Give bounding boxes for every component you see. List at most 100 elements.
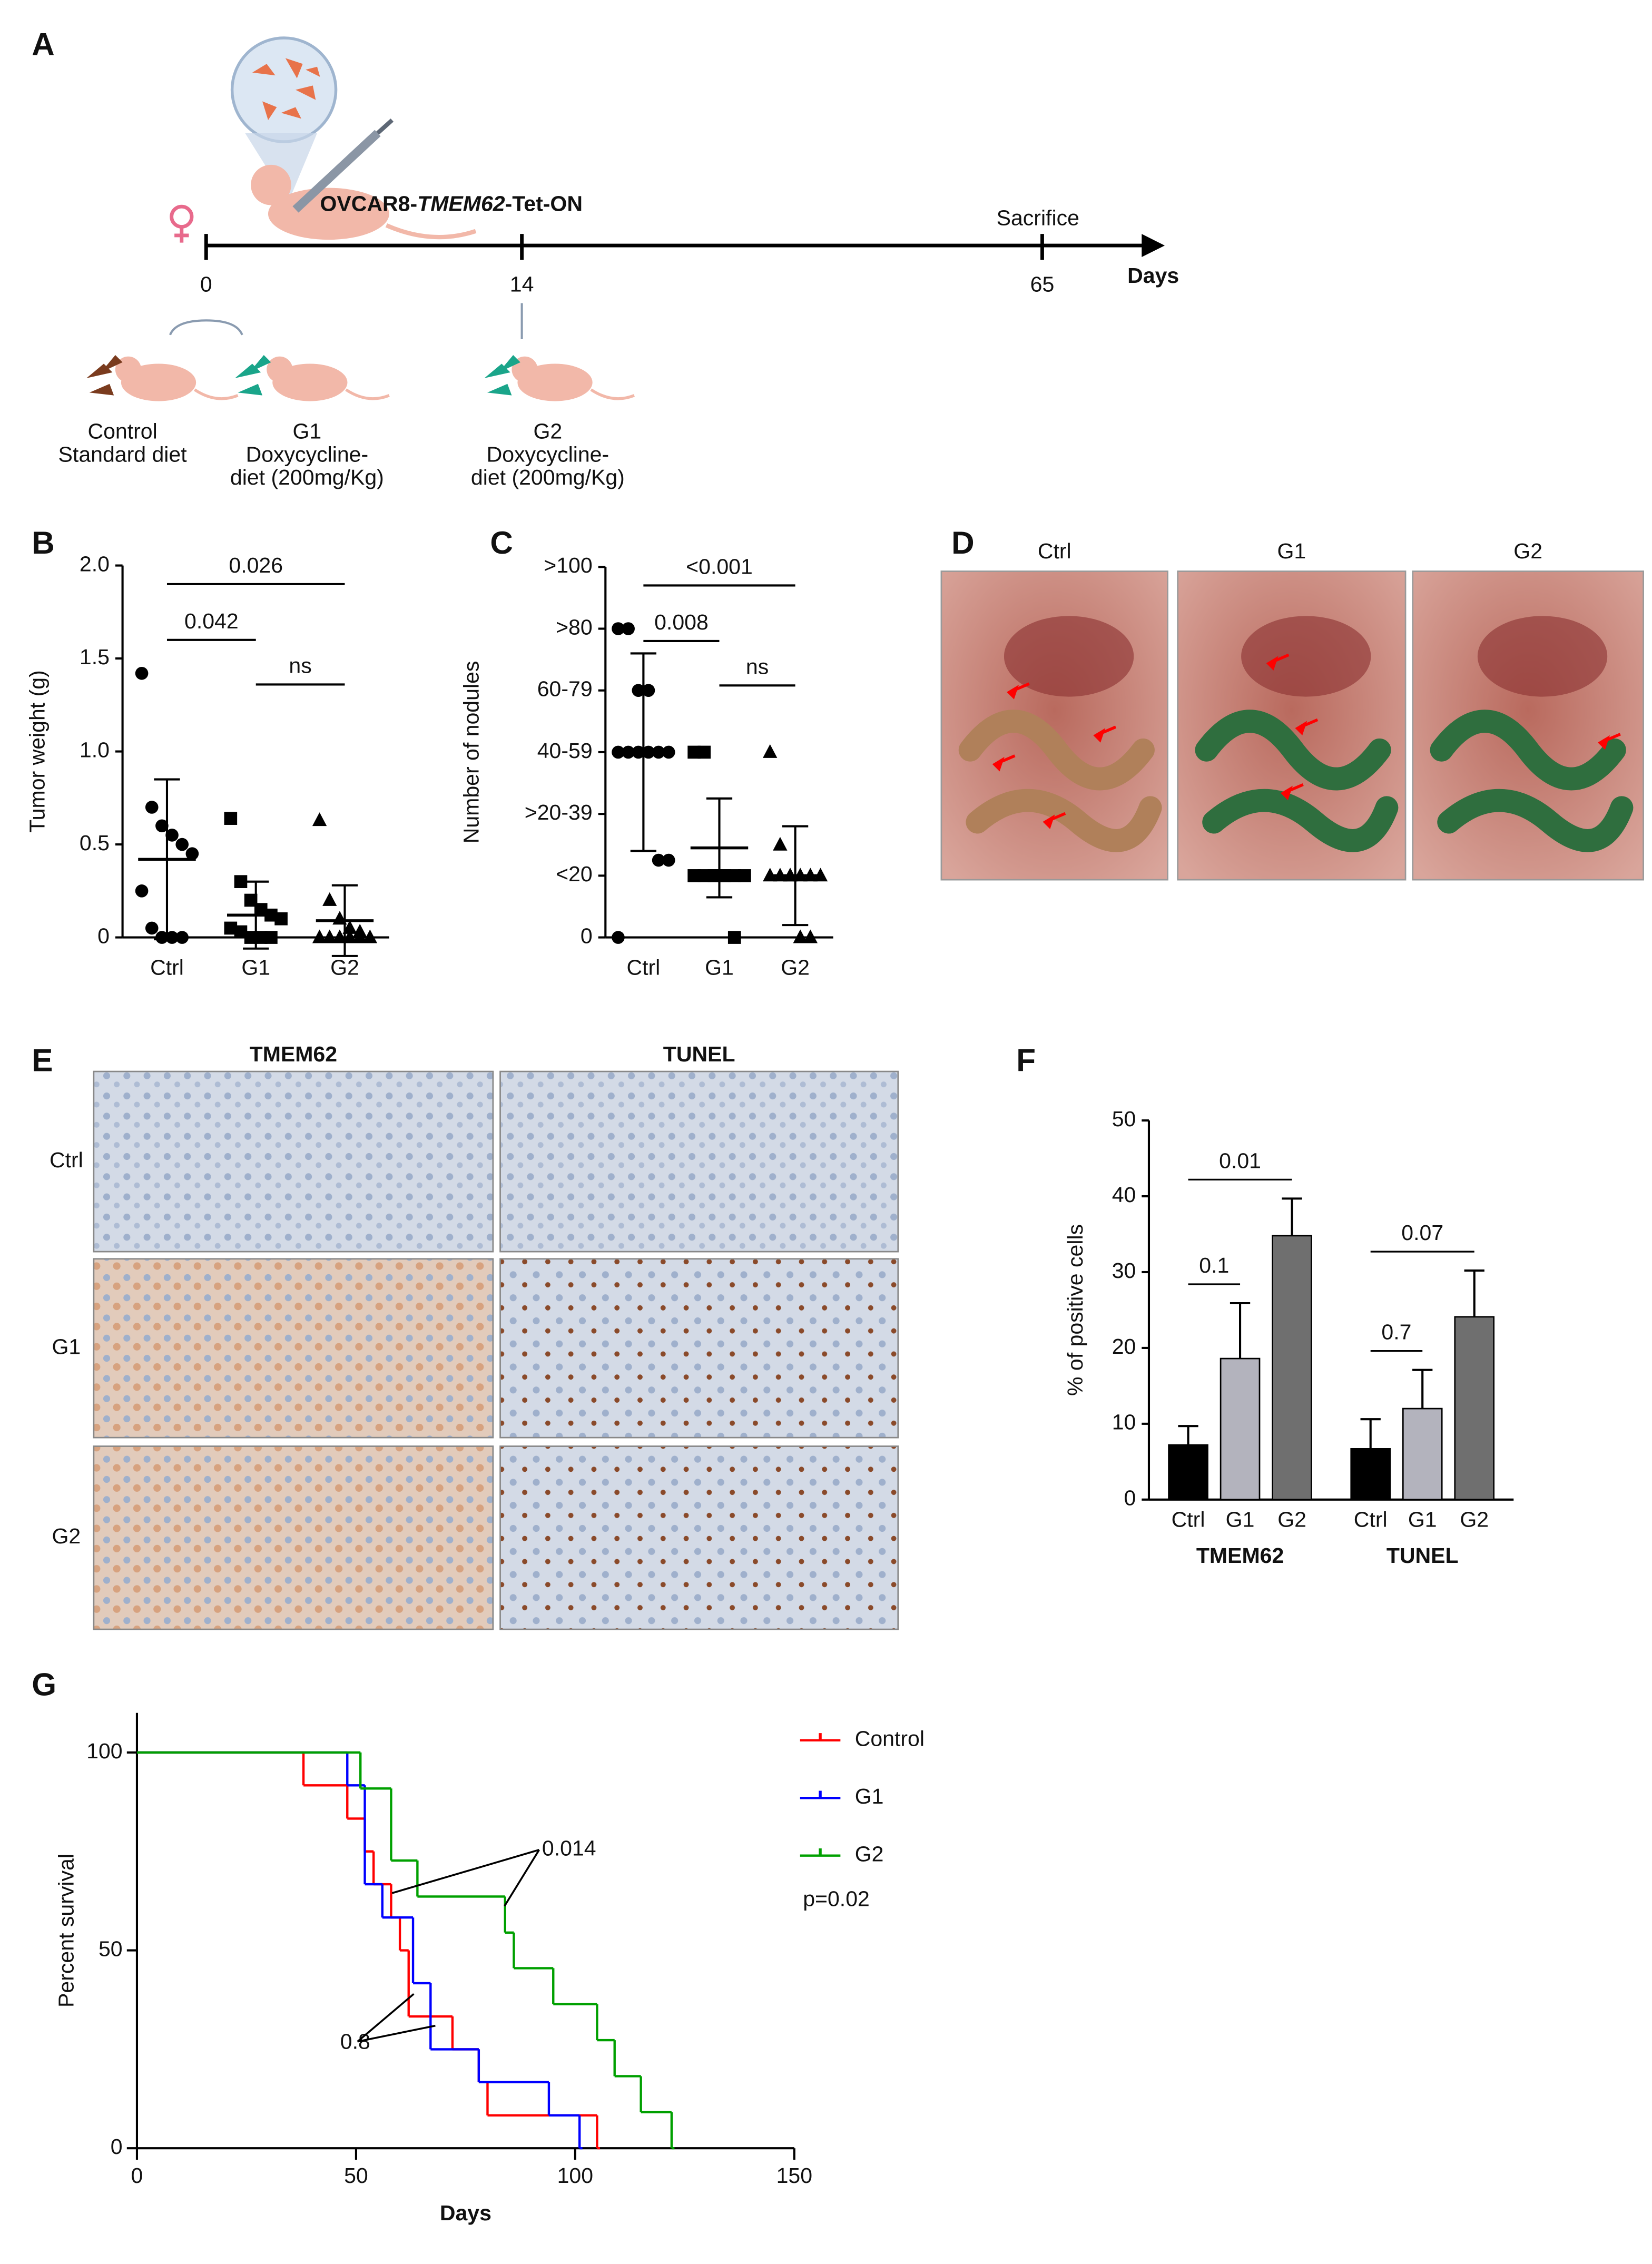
x-axis-label: Days bbox=[440, 2201, 491, 2225]
point bbox=[322, 929, 337, 943]
comparison-label: ns bbox=[746, 654, 769, 678]
syringe bbox=[292, 130, 381, 213]
panel-label: D bbox=[951, 525, 974, 560]
histology-row: G2 bbox=[52, 1524, 81, 1548]
mouse-head bbox=[251, 164, 291, 205]
panel-label: B bbox=[32, 525, 54, 560]
intestine bbox=[1430, 710, 1634, 852]
point bbox=[135, 884, 149, 898]
y-tick-label: 0 bbox=[111, 2134, 123, 2159]
point bbox=[342, 929, 357, 943]
day-label: 65 bbox=[1030, 272, 1055, 297]
comparison-label: 0.7 bbox=[1381, 1320, 1411, 1344]
bar bbox=[1272, 1235, 1312, 1501]
point bbox=[185, 847, 199, 861]
sd-bar bbox=[154, 778, 180, 941]
annotation: p=0.02 bbox=[803, 1886, 870, 1911]
error-bar bbox=[1360, 1418, 1381, 1449]
arrow bbox=[1043, 812, 1066, 829]
y-tick-label: 60-79 bbox=[537, 677, 593, 701]
x-tick-label: G1 bbox=[705, 956, 734, 980]
point bbox=[622, 622, 635, 635]
y-tick-label: 40 bbox=[1112, 1183, 1136, 1207]
group-label: TUNEL bbox=[1386, 1543, 1459, 1568]
point bbox=[155, 931, 169, 944]
arrow bbox=[1295, 718, 1319, 736]
x-tick-label: Ctrl bbox=[1354, 1508, 1388, 1532]
timeline-arrow bbox=[1142, 234, 1165, 257]
panel-label: G bbox=[32, 1667, 56, 1702]
arrow bbox=[1281, 783, 1304, 801]
y-tick-label: 2.0 bbox=[80, 552, 110, 576]
comparison-label: 0.01 bbox=[1219, 1148, 1261, 1173]
x-tick-label: Ctrl bbox=[626, 956, 660, 980]
point bbox=[642, 684, 655, 697]
histology-image bbox=[499, 1445, 899, 1630]
photo-label: G2 bbox=[1513, 539, 1542, 563]
point bbox=[738, 869, 751, 882]
x-tick-label: G2 bbox=[781, 956, 810, 980]
histology-image bbox=[93, 1445, 494, 1630]
point bbox=[165, 829, 179, 842]
chow bbox=[86, 355, 123, 396]
group-diet: Standard diet bbox=[58, 442, 188, 466]
histology-row: Ctrl bbox=[50, 1148, 83, 1172]
y-tick-label: >100 bbox=[544, 553, 592, 577]
sd-bar bbox=[782, 825, 809, 927]
histology-row: G1 bbox=[52, 1334, 81, 1359]
intestine bbox=[1195, 710, 1399, 852]
organ bbox=[1477, 616, 1608, 697]
point bbox=[165, 931, 179, 944]
arrow bbox=[992, 754, 1016, 772]
sd-bar bbox=[331, 884, 358, 957]
point bbox=[224, 812, 238, 825]
panel-label: C bbox=[490, 525, 513, 560]
day-label: 14 bbox=[510, 272, 534, 297]
sd-bar bbox=[243, 880, 269, 950]
y-axis-label: Tumor weight (g) bbox=[25, 670, 50, 833]
comparison-label: 0.026 bbox=[229, 553, 283, 577]
panel-label: A bbox=[32, 26, 54, 62]
point bbox=[145, 921, 159, 935]
point bbox=[697, 745, 711, 759]
group-name: G2 bbox=[533, 419, 562, 444]
histology-column: TUNEL bbox=[663, 1042, 735, 1066]
y-tick-label: 0 bbox=[97, 923, 110, 948]
y-tick-label: 10 bbox=[1112, 1410, 1136, 1434]
point bbox=[332, 929, 347, 943]
y-tick-label: 1.0 bbox=[80, 737, 110, 762]
construct-label: OVCAR8-TMEM62-Tet-ON bbox=[320, 191, 583, 215]
group-diet: diet (200mg/Kg) bbox=[471, 465, 625, 489]
panel-label: E bbox=[32, 1043, 53, 1078]
y-tick-label: 50 bbox=[1112, 1107, 1136, 1131]
photo-label: G1 bbox=[1277, 539, 1306, 563]
y-tick-label: 30 bbox=[1112, 1258, 1136, 1283]
y-tick-label: 1.5 bbox=[80, 645, 110, 669]
female-symbol-cross bbox=[174, 227, 189, 243]
event-label: Sacrifice bbox=[997, 206, 1079, 230]
point bbox=[145, 801, 159, 814]
comparison-label: 0.1 bbox=[1199, 1253, 1229, 1277]
chow bbox=[235, 355, 271, 396]
mouse-control bbox=[86, 355, 239, 401]
annotation-pointer bbox=[391, 1849, 540, 1907]
group-name: Control bbox=[87, 419, 157, 444]
y-tick-label: 0 bbox=[1124, 1486, 1136, 1510]
annotation-pointer bbox=[357, 1993, 436, 2043]
error-bar bbox=[1178, 1425, 1198, 1445]
point bbox=[727, 931, 741, 944]
error-bar bbox=[1412, 1369, 1433, 1409]
error-bar bbox=[1230, 1302, 1251, 1359]
comparison-label: 0.042 bbox=[184, 609, 239, 633]
point bbox=[135, 666, 149, 680]
bar bbox=[1350, 1448, 1391, 1501]
comparison-label: 0.008 bbox=[654, 610, 709, 634]
female-symbol bbox=[170, 204, 194, 229]
point bbox=[773, 836, 788, 851]
bar bbox=[1402, 1407, 1443, 1501]
timeline-axis-label: Days bbox=[1127, 263, 1179, 288]
comparison-label: <0.001 bbox=[686, 554, 753, 578]
y-tick-label: 20 bbox=[1112, 1334, 1136, 1359]
y-tick-label: 0.5 bbox=[80, 831, 110, 855]
y-tick-label: 0 bbox=[581, 923, 593, 948]
